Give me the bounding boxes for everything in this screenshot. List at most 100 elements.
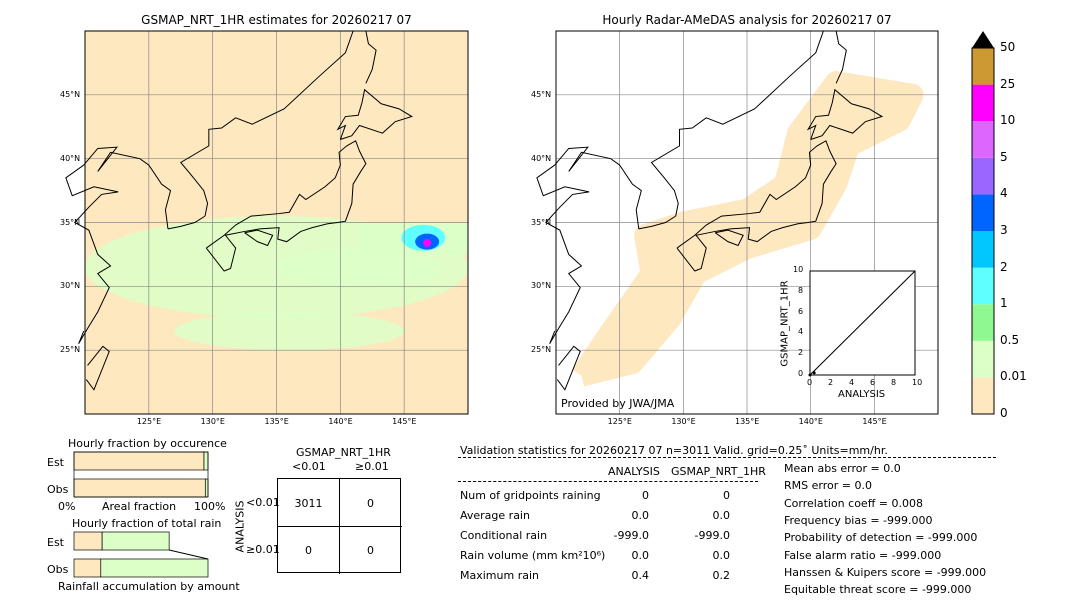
colorbar-segment <box>972 231 994 268</box>
lon-tick: 135°E <box>735 417 760 426</box>
contingency-table: 3011 0 0 0 <box>277 478 402 574</box>
stats-row-gsmap: 0.0 <box>712 509 731 522</box>
coastline <box>676 140 837 272</box>
colorbar-segment <box>972 304 994 341</box>
colorbar-label: 0 <box>1000 406 1008 420</box>
colorbar-segment <box>972 267 994 305</box>
stats-row-gsmap: 0.0 <box>712 549 731 562</box>
fraction-bar <box>101 531 170 551</box>
scatter-xtick: 2 <box>828 378 834 387</box>
fraction-bar <box>204 478 209 498</box>
colorbar-segment <box>972 377 994 414</box>
lon-tick: 140°E <box>328 417 353 426</box>
coastline <box>65 164 119 345</box>
fraction-bar <box>100 558 209 578</box>
right-map-title: Hourly Radar-AMeDAS analysis for 2026021… <box>602 13 892 27</box>
lat-tick: 40°N <box>531 153 552 163</box>
scatter-point <box>812 371 816 375</box>
stats-header-gsmap: GSMAP_NRT_1HR <box>671 465 766 478</box>
lon-tick: 130°E <box>200 417 225 426</box>
coastline <box>336 88 414 140</box>
score-line: Hanssen & Kuipers score = -999.000 <box>784 565 987 579</box>
scatter-inset <box>808 270 916 377</box>
score-line: RMS error = 0.0 <box>784 479 872 493</box>
lon-tick: 140°E <box>798 417 823 426</box>
fraction-bar <box>73 451 205 471</box>
stats-row-analysis: -999.0 <box>613 529 649 542</box>
lat-tick: 25°N <box>60 345 81 355</box>
scatter-ytick: 8 <box>798 285 804 295</box>
coastline <box>365 30 377 84</box>
stats-title: Validation statistics for 20260217 07 n=… <box>460 444 888 457</box>
lon-tick: 145°E <box>862 417 887 426</box>
lon-tick: 125°E <box>607 417 632 426</box>
colorbar <box>971 31 995 415</box>
lat-tick: 40°N <box>60 153 81 163</box>
scatter-ylabel: GSMAP_NRT_1HR <box>779 280 791 367</box>
scatter-ytick: 6 <box>798 306 804 316</box>
rain-fraction-title: Hourly fraction of total rain <box>72 517 222 530</box>
colorbar-label: 10 <box>1000 113 1016 128</box>
coastline <box>205 140 367 272</box>
lat-tick: 35°N <box>60 217 81 227</box>
colorbar-label: 50 <box>1000 40 1016 54</box>
lon-tick: 130°E <box>671 417 696 426</box>
colorbar-segment <box>972 48 994 85</box>
map-frame <box>84 30 469 415</box>
rain-xlabel: Rainfall accumulation by amount <box>58 580 240 593</box>
lon-tick: 125°E <box>136 417 162 426</box>
occ-100-tick: 100% <box>194 500 226 513</box>
stats-row-label: Maximum rain <box>460 569 539 582</box>
fraction-bar <box>203 451 209 471</box>
coastline <box>835 30 847 84</box>
connector-line <box>169 549 209 560</box>
col-header-lt: <0.01 <box>292 460 326 473</box>
colorbar-label: 4 <box>1000 186 1008 201</box>
scatter-xtick: 0 <box>807 378 813 387</box>
radar-map <box>536 30 939 415</box>
colorbar-label: 2 <box>1000 259 1008 274</box>
stats-row-label: Conditional rain <box>460 529 548 542</box>
occ-obs-label: Obs <box>47 483 69 496</box>
row-label: ANALYSIS <box>233 500 247 553</box>
colorbar-label: 25 <box>1000 76 1016 91</box>
lon-tick: 145°E <box>392 417 417 426</box>
scatter-point <box>808 373 812 377</box>
colorbar-segment <box>972 157 994 195</box>
contingency-title: GSMAP_NRT_1HR <box>296 446 391 459</box>
stats-row-analysis: 0.0 <box>631 549 650 562</box>
scatter-xtick: 6 <box>870 378 876 387</box>
colorbar-extend-triangle <box>972 31 994 48</box>
coastline <box>179 30 354 217</box>
stats-row-label: Num of gridpoints raining <box>460 489 601 502</box>
scatter-xtick: 10 <box>912 378 923 387</box>
provider-label: Provided by JWA/JMA <box>561 397 675 410</box>
coastline <box>83 146 172 229</box>
peak-rain <box>423 238 432 247</box>
scatter-ytick: 0 <box>798 369 804 378</box>
colorbar-label: 3 <box>1000 223 1008 237</box>
coastline <box>638 215 676 230</box>
colorbar-segment <box>972 121 994 158</box>
score-line: Mean abs error = 0.0 <box>784 462 901 475</box>
coastline <box>244 229 274 247</box>
cell: 0 <box>367 497 374 510</box>
stats-header-analysis: ANALYSIS <box>608 465 660 478</box>
colorbar-label: 0.5 <box>1000 332 1020 347</box>
colorbar-label: 1 <box>1000 296 1008 311</box>
score-line: Correlation coeff = 0.008 <box>784 496 923 510</box>
light-rain-area <box>174 311 405 351</box>
stats-row-analysis: 0.4 <box>631 569 650 582</box>
coastline <box>556 345 581 391</box>
coastline <box>167 215 206 230</box>
stats-row-analysis: 0.0 <box>631 509 650 522</box>
scatter-xtick: 8 <box>891 378 897 387</box>
colorbar-segment <box>972 84 994 122</box>
lon-tick: 135°E <box>264 417 289 426</box>
lat-tick: 35°N <box>531 217 552 227</box>
occ-0-tick: 0% <box>58 500 76 513</box>
fraction-bar <box>73 531 103 551</box>
rain-obs-label: Obs <box>47 563 69 576</box>
score-line: Probability of detection = -999.000 <box>784 531 978 545</box>
cell: 3011 <box>294 497 323 510</box>
